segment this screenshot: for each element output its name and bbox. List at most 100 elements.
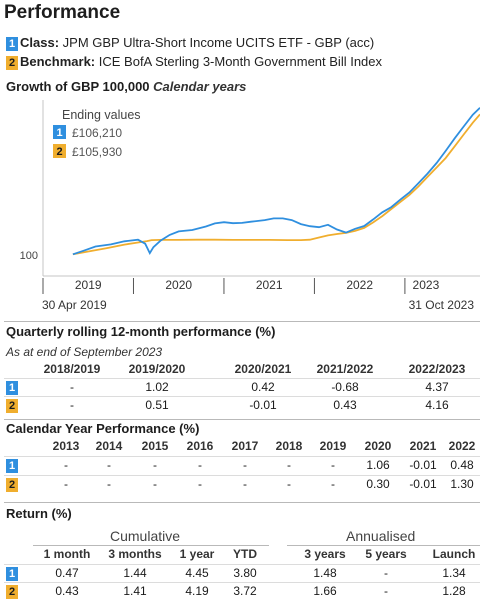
table-cell: 4.45 [185, 566, 209, 580]
table-cell: - [287, 477, 291, 491]
table-cell: -0.01 [409, 458, 437, 472]
row-divider [4, 582, 480, 583]
table-cell: - [153, 458, 157, 472]
table-cell: 1.02 [145, 380, 169, 394]
cumulative-underline [33, 545, 269, 546]
column-header: 1 year [179, 547, 215, 561]
returns-table: 1 month 3 months 1 year YTD 3 years 5 years La… [0, 546, 480, 604]
table-cell: - [331, 477, 335, 491]
table-cell: 1.48 [313, 566, 337, 580]
table-cell: 1.41 [123, 584, 147, 598]
x-tick-label: 2019 [75, 278, 102, 292]
column-header: 2019 [319, 439, 347, 453]
fund-badge: 1 [6, 36, 18, 51]
column-header: 2017 [231, 439, 259, 453]
table-cell: 0.51 [145, 398, 169, 412]
table-cell: -0.01 [409, 477, 437, 491]
table-cell: 1.30 [450, 477, 474, 491]
row-divider [4, 456, 480, 457]
table-cell: -0.68 [331, 380, 359, 394]
table-cell: 0.48 [450, 458, 474, 472]
table-cell: 1.28 [442, 584, 466, 598]
column-header: 5 years [365, 547, 407, 561]
end-date-label: 31 Oct 2023 [409, 298, 475, 312]
table-cell: 0.42 [251, 380, 275, 394]
ending-badge-fund [53, 125, 66, 139]
row-badge: 1 [6, 567, 18, 581]
table-cell: - [153, 477, 157, 491]
quarterly-table: 2018/2019 2019/2020 2020/2021 2021/2022 2022… [0, 360, 480, 416]
column-header: 2019/2020 [128, 362, 186, 376]
table-cell: 1.06 [366, 458, 390, 472]
ending-value-fund: £106,210 [72, 126, 122, 140]
ending-value-benchmark: £105,930 [72, 145, 122, 159]
table-cell: 1.66 [313, 584, 337, 598]
table-cell: 1.34 [442, 566, 466, 580]
benchmark-name: ICE BofA Sterling 3-Month Government Bil… [98, 54, 383, 69]
ending-badge-benchmark [53, 144, 66, 158]
ending-values-box: Ending values 1 £106,210 2 £105,930 [53, 108, 141, 159]
column-header: 2021/2022 [316, 362, 374, 376]
start-date-label: 30 Apr 2019 [42, 298, 107, 312]
column-header: YTD [233, 547, 257, 561]
column-header: 2020 [364, 439, 392, 453]
table-cell: 0.30 [366, 477, 390, 491]
cumulative-group-label: Cumulative [110, 528, 181, 544]
x-tick-labels: 2019 2020 2021 2022 2023 [75, 278, 440, 292]
calendar-table: 2013 2014 2015 2016 2017 2018 2019 2020 2021 2022… [0, 438, 480, 496]
row-divider [4, 378, 480, 379]
divider [4, 321, 480, 322]
quarterly-note: As at end of September 2023 [6, 345, 163, 359]
legend-fund: 1 Class: JPM GBP Ultra-Short Income UCITS… [6, 35, 374, 51]
column-header: 2022/2023 [408, 362, 466, 376]
column-header: Launch [432, 547, 476, 561]
table-cell: - [198, 458, 202, 472]
table-cell: - [384, 566, 388, 580]
row-divider [4, 475, 480, 476]
table-cell: -0.01 [249, 398, 277, 412]
x-tick-label: 2022 [346, 278, 373, 292]
table-cell: - [331, 458, 335, 472]
page-title: Performance [4, 2, 121, 23]
table-cell: - [70, 380, 74, 394]
ending-badge-benchmark-text: 2 [56, 146, 62, 158]
row-badge: 2 [6, 585, 18, 599]
table-cell: - [243, 458, 247, 472]
table-cell: - [243, 477, 247, 491]
column-header: 2015 [141, 439, 169, 453]
ending-badge-fund-text: 1 [56, 127, 62, 139]
column-header: 2016 [186, 439, 214, 453]
row-badge: 1 [6, 381, 18, 395]
table-cell: - [64, 458, 68, 472]
row-badge: 2 [6, 478, 18, 492]
series-line-fund [72, 107, 480, 256]
growth-title-text: Growth of GBP 100,000 [6, 79, 150, 94]
column-header: 2022 [448, 439, 476, 453]
column-header: 2018/2019 [43, 362, 101, 376]
column-header: 3 months [108, 547, 162, 561]
legend-benchmark: 2 Benchmark: ICE BofA Sterling 3-Month Go… [6, 54, 382, 70]
row-badge: 2 [6, 399, 18, 413]
quarterly-title: Quarterly rolling 12-month performance (… [6, 324, 276, 339]
table-cell: - [64, 477, 68, 491]
x-tick-label: 2021 [256, 278, 283, 292]
column-header: 2013 [52, 439, 80, 453]
table-cell: - [70, 398, 74, 412]
x-ticks [42, 278, 406, 294]
column-header: 1 month [43, 547, 91, 561]
column-header: 2021 [409, 439, 437, 453]
ending-values-label: Ending values [62, 108, 141, 122]
divider [4, 419, 480, 420]
table-cell: - [384, 584, 388, 598]
growth-title: Growth of GBP 100,000 Calendar years [6, 79, 246, 94]
y-tick-label-100: 100 [20, 250, 38, 262]
table-cell: - [107, 458, 111, 472]
table-cell: 0.47 [55, 566, 79, 580]
fund-name: JPM GBP Ultra-Short Income UCITS ETF - G… [62, 35, 375, 50]
returns-title: Return (%) [6, 506, 72, 521]
x-tick-label: 2020 [165, 278, 192, 292]
table-cell: 4.19 [185, 584, 209, 598]
table-cell: 0.43 [333, 398, 357, 412]
calendar-title: Calendar Year Performance (%) [6, 421, 200, 436]
table-cell: 3.80 [233, 566, 257, 580]
